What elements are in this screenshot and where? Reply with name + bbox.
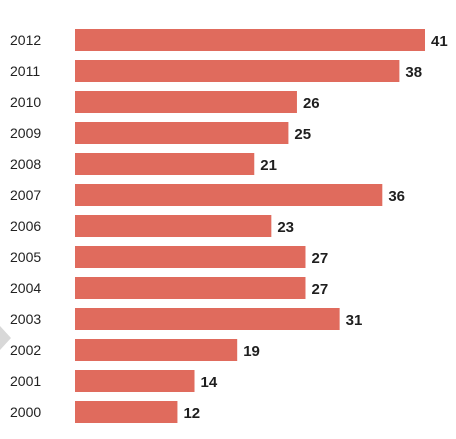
value-label-2008: 21 — [260, 157, 277, 174]
y-tick-label-2009: 2009 — [10, 125, 41, 141]
bar-2010 — [75, 91, 297, 113]
bar-2000 — [75, 401, 178, 423]
y-tick-label-2001: 2001 — [10, 373, 41, 389]
y-tick-label-2002: 2002 — [10, 342, 41, 358]
y-tick-label-2006: 2006 — [10, 218, 41, 234]
bars-group — [75, 29, 425, 423]
bar-2001 — [75, 370, 195, 392]
y-tick-label-2010: 2010 — [10, 94, 41, 110]
bar-2003 — [75, 308, 340, 330]
y-tick-label-2005: 2005 — [10, 249, 41, 265]
bar-2004 — [75, 277, 306, 299]
y-tick-label-2007: 2007 — [10, 187, 41, 203]
value-label-2002: 19 — [243, 343, 260, 360]
y-tick-label-2008: 2008 — [10, 156, 41, 172]
value-label-2012: 41 — [431, 33, 448, 50]
bar-2002 — [75, 339, 238, 361]
value-label-2003: 31 — [346, 312, 363, 329]
value-label-2004: 27 — [311, 281, 328, 298]
bar-2006 — [75, 215, 272, 237]
y-tick-label-2003: 2003 — [10, 311, 41, 327]
bar-2011 — [75, 60, 400, 82]
value-label-2000: 12 — [183, 405, 200, 422]
value-label-2001: 14 — [201, 374, 218, 391]
bar-2009 — [75, 122, 289, 144]
value-label-2006: 23 — [277, 219, 294, 236]
value-label-2011: 38 — [405, 64, 422, 81]
background-decoration-shape — [0, 326, 11, 350]
bar-2008 — [75, 153, 255, 175]
y-tick-label-2004: 2004 — [10, 280, 41, 296]
y-tick-label-2011: 2011 — [10, 63, 40, 79]
value-label-2010: 26 — [303, 95, 320, 112]
value-label-2007: 36 — [388, 188, 405, 205]
bar-2005 — [75, 246, 306, 268]
y-tick-label-2000: 2000 — [10, 404, 41, 420]
bar-2012 — [75, 29, 425, 51]
y-tick-label-2012: 2012 — [10, 32, 41, 48]
value-label-2005: 27 — [311, 250, 328, 267]
category-ticks-group: 2012 2011 2010 2009 2008 2007 2006 2005 2004 2003… — [10, 32, 41, 420]
bar-2007 — [75, 184, 383, 206]
value-label-2009: 25 — [294, 126, 311, 143]
